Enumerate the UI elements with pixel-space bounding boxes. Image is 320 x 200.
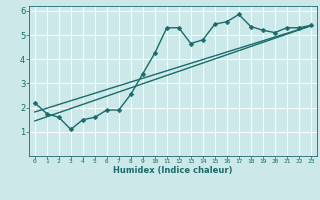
X-axis label: Humidex (Indice chaleur): Humidex (Indice chaleur) — [113, 166, 233, 175]
